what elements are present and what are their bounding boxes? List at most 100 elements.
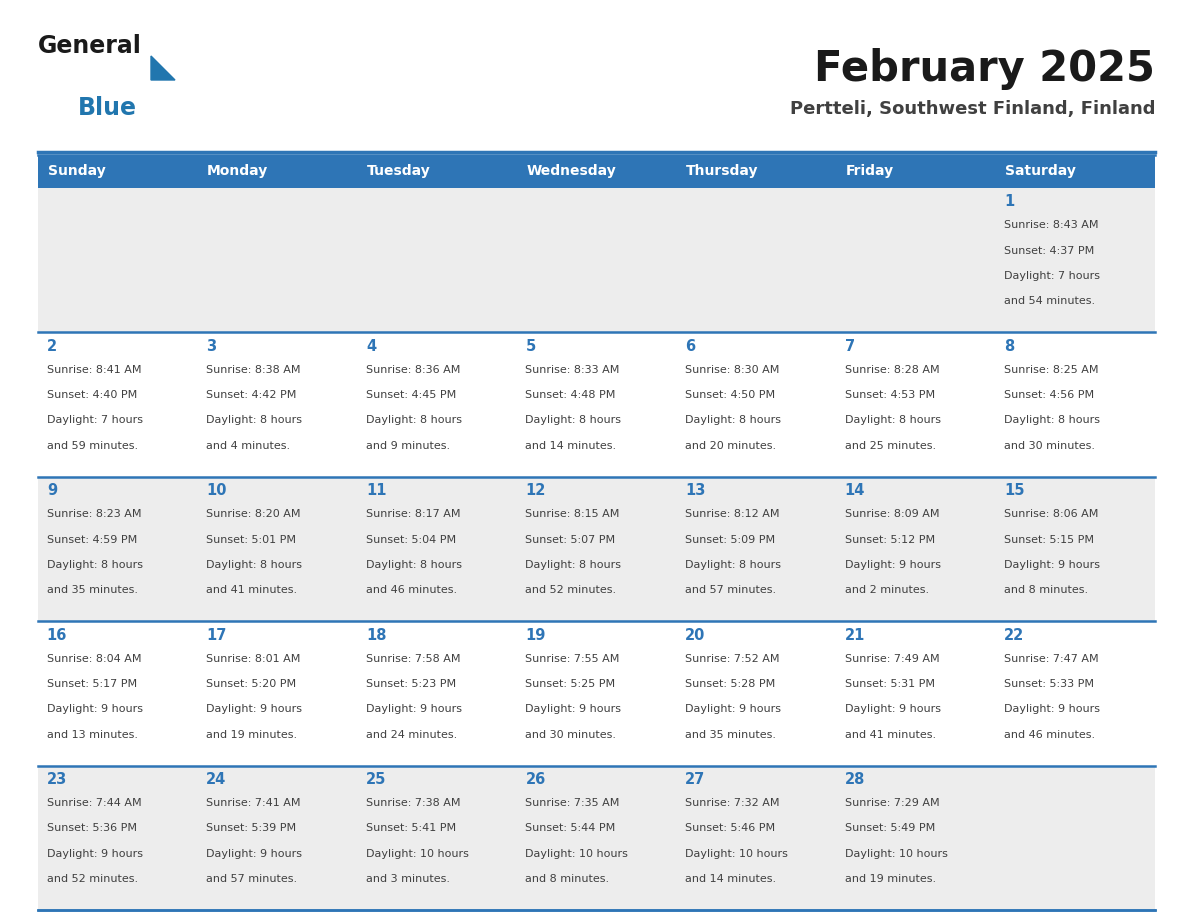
Bar xyxy=(38,621,197,766)
Text: Sunrise: 7:44 AM: Sunrise: 7:44 AM xyxy=(46,798,141,808)
Bar xyxy=(197,155,358,188)
Text: Daylight: 9 hours: Daylight: 9 hours xyxy=(1004,560,1100,570)
Text: Daylight: 9 hours: Daylight: 9 hours xyxy=(207,848,303,858)
Text: and 4 minutes.: and 4 minutes. xyxy=(207,441,291,451)
Text: and 14 minutes.: and 14 minutes. xyxy=(685,874,776,884)
Bar xyxy=(517,155,676,188)
Bar xyxy=(197,332,358,476)
Bar xyxy=(358,476,517,621)
Text: Sunset: 4:59 PM: Sunset: 4:59 PM xyxy=(46,534,137,544)
Bar xyxy=(197,476,358,621)
Text: and 54 minutes.: and 54 minutes. xyxy=(1004,297,1095,307)
Bar xyxy=(38,766,197,910)
Bar xyxy=(996,621,1155,766)
Text: and 46 minutes.: and 46 minutes. xyxy=(366,585,457,595)
Bar xyxy=(38,476,197,621)
Text: Sunset: 5:44 PM: Sunset: 5:44 PM xyxy=(525,823,615,834)
Bar xyxy=(996,332,1155,476)
Bar xyxy=(836,155,996,188)
Text: Wednesday: Wednesday xyxy=(526,164,617,178)
Text: February 2025: February 2025 xyxy=(814,48,1155,90)
Text: Daylight: 10 hours: Daylight: 10 hours xyxy=(685,848,788,858)
Text: Sunrise: 8:23 AM: Sunrise: 8:23 AM xyxy=(46,509,141,520)
Text: Monday: Monday xyxy=(207,164,268,178)
Bar xyxy=(517,188,676,332)
Bar xyxy=(676,621,836,766)
Text: 5: 5 xyxy=(525,339,536,354)
Text: Sunrise: 7:49 AM: Sunrise: 7:49 AM xyxy=(845,654,940,664)
Text: Sunset: 5:36 PM: Sunset: 5:36 PM xyxy=(46,823,137,834)
Text: Sunset: 5:09 PM: Sunset: 5:09 PM xyxy=(685,534,776,544)
Text: Daylight: 10 hours: Daylight: 10 hours xyxy=(845,848,948,858)
Bar xyxy=(358,766,517,910)
Text: and 19 minutes.: and 19 minutes. xyxy=(845,874,936,884)
Text: and 19 minutes.: and 19 minutes. xyxy=(207,730,297,740)
Text: and 46 minutes.: and 46 minutes. xyxy=(1004,730,1095,740)
Text: and 8 minutes.: and 8 minutes. xyxy=(525,874,609,884)
Text: and 59 minutes.: and 59 minutes. xyxy=(46,441,138,451)
Text: 15: 15 xyxy=(1004,483,1025,498)
Text: Daylight: 9 hours: Daylight: 9 hours xyxy=(46,704,143,714)
Bar xyxy=(996,476,1155,621)
Text: 10: 10 xyxy=(207,483,227,498)
Text: Sunrise: 7:55 AM: Sunrise: 7:55 AM xyxy=(525,654,620,664)
Text: 25: 25 xyxy=(366,772,386,787)
Text: 28: 28 xyxy=(845,772,865,787)
Text: Sunrise: 7:32 AM: Sunrise: 7:32 AM xyxy=(685,798,779,808)
Text: Daylight: 8 hours: Daylight: 8 hours xyxy=(207,560,303,570)
Text: and 57 minutes.: and 57 minutes. xyxy=(207,874,297,884)
Text: Sunrise: 8:09 AM: Sunrise: 8:09 AM xyxy=(845,509,940,520)
Text: Sunrise: 7:58 AM: Sunrise: 7:58 AM xyxy=(366,654,461,664)
Bar xyxy=(836,766,996,910)
Text: Sunrise: 7:35 AM: Sunrise: 7:35 AM xyxy=(525,798,620,808)
Text: Daylight: 7 hours: Daylight: 7 hours xyxy=(1004,271,1100,281)
Text: Sunset: 5:12 PM: Sunset: 5:12 PM xyxy=(845,534,935,544)
Text: Sunrise: 7:38 AM: Sunrise: 7:38 AM xyxy=(366,798,461,808)
Text: Sunset: 5:04 PM: Sunset: 5:04 PM xyxy=(366,534,456,544)
Bar xyxy=(676,188,836,332)
Text: Sunrise: 8:28 AM: Sunrise: 8:28 AM xyxy=(845,364,940,375)
Text: Daylight: 9 hours: Daylight: 9 hours xyxy=(845,704,941,714)
Text: Friday: Friday xyxy=(846,164,893,178)
Text: 14: 14 xyxy=(845,483,865,498)
Text: Thursday: Thursday xyxy=(685,164,758,178)
Text: Sunrise: 8:41 AM: Sunrise: 8:41 AM xyxy=(46,364,141,375)
Text: and 52 minutes.: and 52 minutes. xyxy=(525,585,617,595)
Text: Sunset: 5:15 PM: Sunset: 5:15 PM xyxy=(1004,534,1094,544)
Text: and 57 minutes.: and 57 minutes. xyxy=(685,585,776,595)
Bar xyxy=(836,188,996,332)
Bar xyxy=(358,155,517,188)
Text: Sunrise: 7:29 AM: Sunrise: 7:29 AM xyxy=(845,798,940,808)
Bar xyxy=(836,332,996,476)
Text: Sunrise: 8:12 AM: Sunrise: 8:12 AM xyxy=(685,509,779,520)
Text: Sunset: 5:23 PM: Sunset: 5:23 PM xyxy=(366,679,456,689)
Text: Sunrise: 8:15 AM: Sunrise: 8:15 AM xyxy=(525,509,620,520)
Text: Daylight: 10 hours: Daylight: 10 hours xyxy=(366,848,469,858)
Bar xyxy=(517,476,676,621)
Bar xyxy=(836,621,996,766)
Bar xyxy=(517,332,676,476)
Bar xyxy=(197,621,358,766)
Bar xyxy=(358,621,517,766)
Text: 13: 13 xyxy=(685,483,706,498)
Text: 20: 20 xyxy=(685,628,706,643)
Text: Sunrise: 8:43 AM: Sunrise: 8:43 AM xyxy=(1004,220,1099,230)
Bar xyxy=(358,188,517,332)
Text: 17: 17 xyxy=(207,628,227,643)
Text: Sunrise: 8:33 AM: Sunrise: 8:33 AM xyxy=(525,364,620,375)
Text: and 25 minutes.: and 25 minutes. xyxy=(845,441,936,451)
Text: Sunset: 4:56 PM: Sunset: 4:56 PM xyxy=(1004,390,1094,400)
Text: and 35 minutes.: and 35 minutes. xyxy=(685,730,776,740)
Text: Sunset: 5:46 PM: Sunset: 5:46 PM xyxy=(685,823,776,834)
Text: Sunrise: 8:30 AM: Sunrise: 8:30 AM xyxy=(685,364,779,375)
Text: Sunset: 5:25 PM: Sunset: 5:25 PM xyxy=(525,679,615,689)
Text: 27: 27 xyxy=(685,772,706,787)
Text: Sunrise: 8:17 AM: Sunrise: 8:17 AM xyxy=(366,509,461,520)
Text: Sunset: 5:28 PM: Sunset: 5:28 PM xyxy=(685,679,776,689)
Text: and 3 minutes.: and 3 minutes. xyxy=(366,874,450,884)
Text: Sunset: 4:40 PM: Sunset: 4:40 PM xyxy=(46,390,137,400)
Text: Daylight: 8 hours: Daylight: 8 hours xyxy=(366,416,462,425)
Bar xyxy=(836,476,996,621)
Text: Sunrise: 8:25 AM: Sunrise: 8:25 AM xyxy=(1004,364,1099,375)
Text: Sunset: 5:17 PM: Sunset: 5:17 PM xyxy=(46,679,137,689)
